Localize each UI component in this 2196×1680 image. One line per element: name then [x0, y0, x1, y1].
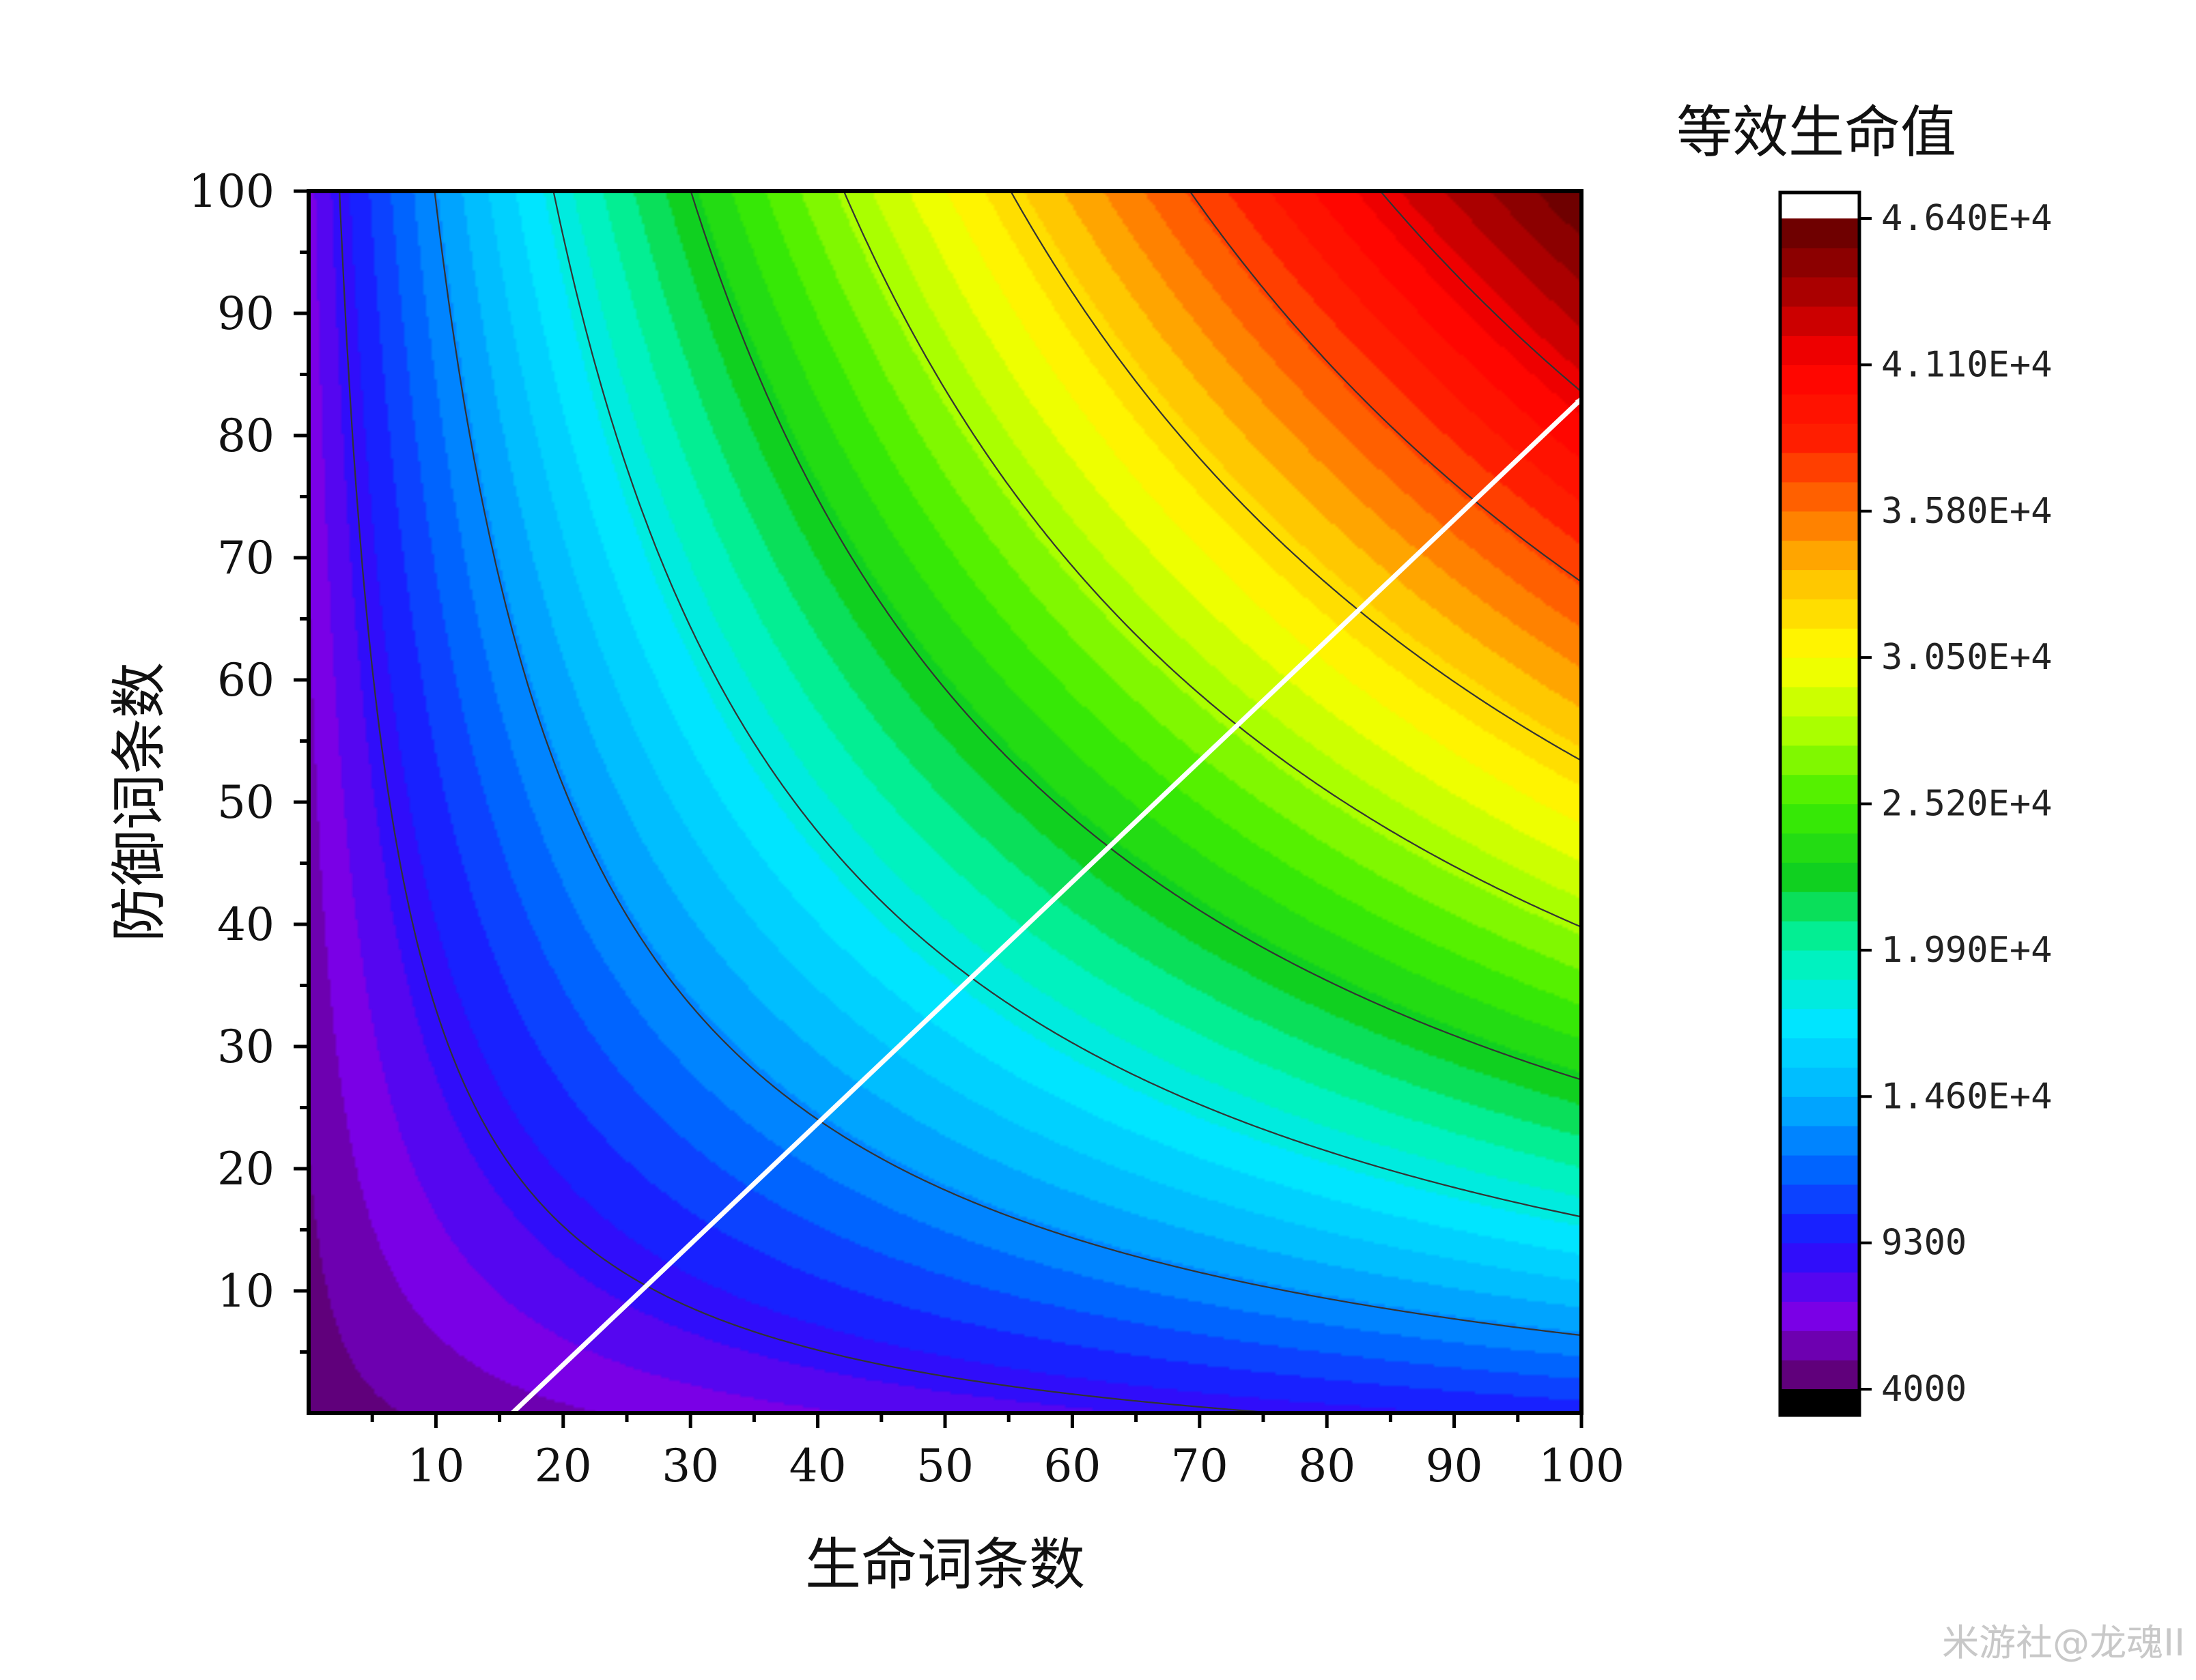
- colorbar-band: [1780, 950, 1859, 980]
- x-tick-label: 50: [916, 1440, 974, 1492]
- contour-lines: [339, 191, 1581, 1413]
- x-axis-title: 生命词条数: [805, 1533, 1085, 1597]
- colorbar-band: [1780, 1008, 1859, 1039]
- colorbar-tick-label: 3.050E+4: [1881, 637, 2052, 678]
- x-tick-label: 70: [1171, 1440, 1228, 1492]
- colorbar-band: [1780, 569, 1859, 599]
- y-tick-label: 10: [217, 1265, 274, 1318]
- colorbar-band: [1780, 657, 1859, 687]
- colorbar-band: [1780, 599, 1859, 629]
- colorbar-band: [1780, 335, 1859, 365]
- colorbar-band: [1780, 979, 1859, 1010]
- colorbar-band: [1780, 276, 1859, 307]
- x-tick-label: 60: [1043, 1440, 1101, 1492]
- x-tick-label: 100: [1538, 1440, 1624, 1492]
- colorbar-band: [1780, 365, 1859, 395]
- colorbar-tick-label: 4.640E+4: [1881, 198, 2052, 239]
- colorbar-tick-label: 4.110E+4: [1881, 344, 2052, 385]
- contour-line: [339, 191, 1288, 1413]
- x-tick-label: 90: [1426, 1440, 1483, 1492]
- colorbar-band: [1780, 1242, 1859, 1273]
- colorbar-band: [1780, 921, 1859, 951]
- colorbar-min-swatch: [1780, 1389, 1859, 1415]
- y-tick-label: 60: [217, 654, 274, 707]
- y-tick-label: 70: [217, 532, 274, 584]
- x-tick-label: 20: [535, 1440, 592, 1492]
- colorbar-band: [1780, 1330, 1859, 1361]
- y-tick-label: 30: [217, 1021, 274, 1073]
- y-tick-label: 100: [188, 165, 274, 218]
- colorbar-band: [1780, 1155, 1859, 1185]
- contour-line: [434, 191, 1581, 1337]
- y-axis: 10 20 30 40 50 60 70 80 90 100: [188, 165, 309, 1354]
- y-tick-label: 80: [217, 410, 274, 462]
- colorbar-band: [1780, 1126, 1859, 1156]
- colorbar-band: [1780, 833, 1859, 863]
- x-tick-label: 10: [407, 1440, 464, 1492]
- colorbar-band: [1780, 423, 1859, 453]
- y-axis-title: 防御词条数: [107, 662, 172, 942]
- colorbar-band: [1780, 511, 1859, 541]
- colorbar-band: [1780, 1360, 1859, 1390]
- colorbar-bands: [1780, 218, 1859, 1390]
- contour-line: [1189, 191, 1581, 583]
- x-tick-label: 80: [1298, 1440, 1355, 1492]
- colorbar-band: [1780, 745, 1859, 775]
- colorbar-band: [1780, 687, 1859, 717]
- colorbar-tick-label: 1.990E+4: [1881, 930, 2052, 971]
- plot-area: [307, 189, 1583, 1415]
- x-tick-label: 40: [789, 1440, 847, 1492]
- colorbar-band: [1780, 481, 1859, 512]
- colorbar-tick-label: 2.520E+4: [1881, 784, 2052, 825]
- colorbar-band: [1780, 774, 1859, 805]
- colorbar-band: [1780, 1067, 1859, 1097]
- colorbar-tick-label: 1.460E+4: [1881, 1076, 2052, 1117]
- colorbar-band: [1780, 892, 1859, 922]
- watermark: 米游社@龙魂II: [1942, 1621, 2185, 1664]
- colorbar-band: [1780, 1038, 1859, 1068]
- colorbar-max-swatch: [1780, 193, 1859, 218]
- colorbar-band: [1780, 218, 1859, 248]
- colorbar-band: [1780, 1301, 1859, 1331]
- colorbar-band: [1780, 306, 1859, 337]
- y-tick-label: 50: [217, 776, 274, 829]
- colorbar-band: [1780, 394, 1859, 424]
- colorbar-band: [1780, 862, 1859, 892]
- colorbar-band: [1780, 453, 1859, 483]
- trend-arrow: [510, 397, 1583, 1415]
- colorbar: 等效生命值 4000 9300 1.460E+4 1.990E+4 2.520E+4 3.…: [1676, 100, 2052, 1417]
- colorbar-band: [1780, 1272, 1859, 1302]
- heatmap-surface: [309, 191, 1581, 1413]
- contour-line: [552, 191, 1581, 1218]
- y-tick-label: 90: [217, 287, 274, 340]
- colorbar-tick-label: 4000: [1881, 1369, 1967, 1410]
- colorbar-band: [1780, 1096, 1859, 1126]
- colorbar-ticks: 4000 9300 1.460E+4 1.990E+4 2.520E+4 3.050E+4…: [1859, 198, 2052, 1410]
- contour-line: [1379, 191, 1581, 393]
- colorbar-band: [1780, 628, 1859, 658]
- colorbar-band: [1780, 540, 1859, 571]
- colorbar-band: [1780, 247, 1859, 278]
- colorbar-band: [1780, 1213, 1859, 1244]
- colorbar-title: 等效生命值: [1676, 100, 1956, 165]
- x-axis: 10 20 30 40 50 60 70 80 90 100: [370, 1413, 1624, 1492]
- x-tick-label: 30: [662, 1440, 719, 1492]
- y-tick-label: 40: [217, 898, 274, 951]
- colorbar-tick-label: 9300: [1881, 1223, 1967, 1264]
- y-tick-label: 20: [217, 1143, 274, 1195]
- colorbar-band: [1780, 1184, 1859, 1214]
- colorbar-tick-label: 3.580E+4: [1881, 491, 2052, 532]
- colorbar-band: [1780, 715, 1859, 746]
- contour-line: [690, 191, 1581, 1081]
- colorbar-band: [1780, 803, 1859, 834]
- contour-line: [843, 191, 1581, 928]
